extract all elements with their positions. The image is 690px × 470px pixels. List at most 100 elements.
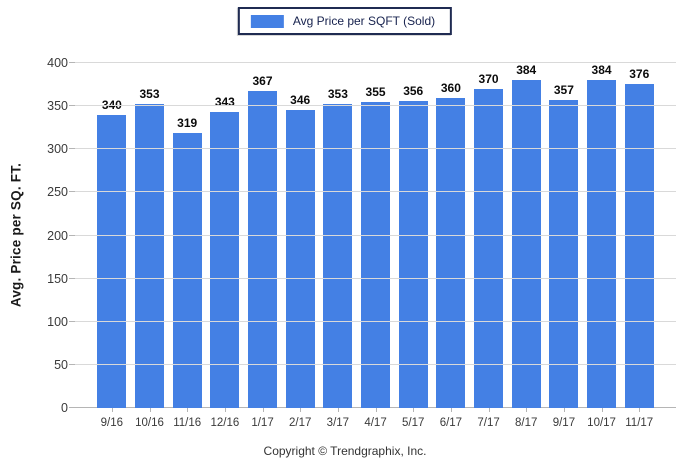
bar — [474, 88, 504, 408]
bar-slot: 357 — [545, 63, 583, 408]
x-tick-mark — [639, 408, 641, 412]
bar-slot: 384 — [583, 63, 621, 408]
bar — [210, 112, 240, 408]
x-tick-label: 12/16 — [206, 408, 244, 429]
x-tick-label: 5/17 — [394, 408, 432, 429]
bar-slot: 356 — [394, 63, 432, 408]
x-tick-mark — [111, 408, 113, 412]
x-tick-mark — [413, 408, 415, 412]
bar-value-label: 355 — [365, 84, 386, 99]
bar-slot: 340 — [93, 63, 131, 408]
copyright-text: Copyright © Trendgraphix, Inc. — [263, 444, 427, 458]
gridline — [75, 62, 676, 63]
bar — [587, 80, 617, 408]
y-tick-mark — [69, 148, 75, 150]
x-tick-label: 10/16 — [131, 408, 169, 429]
x-tick-mark — [450, 408, 452, 412]
y-tick-mark — [69, 234, 75, 236]
bar-value-label: 360 — [440, 80, 461, 95]
y-tick-label: 100 — [47, 314, 68, 329]
y-tick-mark — [69, 277, 75, 279]
bar — [323, 103, 353, 408]
x-tick-mark — [375, 408, 377, 412]
x-tick-mark — [224, 408, 226, 412]
y-tick-label: 150 — [47, 271, 68, 286]
y-tick-label: 0 — [61, 401, 68, 415]
bar-slot: 370 — [470, 63, 508, 408]
x-tick-label: 3/17 — [319, 408, 357, 429]
bar — [97, 114, 127, 408]
x-tick-label: 11/16 — [168, 408, 206, 429]
y-tick-mark — [69, 105, 75, 107]
bar-value-label: 356 — [403, 83, 424, 98]
x-tick-mark — [337, 408, 339, 412]
x-tick-label: 10/17 — [583, 408, 621, 429]
x-tick-label: 2/17 — [281, 408, 319, 429]
bar-value-label: 384 — [591, 63, 612, 77]
y-tick-mark — [69, 191, 75, 193]
bar-slot: 343 — [206, 63, 244, 408]
x-tick-mark — [488, 408, 490, 412]
y-tick-mark — [69, 62, 75, 63]
bar-value-label: 340 — [101, 97, 122, 112]
x-axis-labels: 9/16 10/16 11/16 12/16 1/17 2/17 3/17 4/17 5/17 6… — [75, 408, 676, 429]
y-tick-mark — [69, 407, 75, 408]
y-tick-label: 300 — [47, 142, 68, 157]
x-tick-label: 9/17 — [545, 408, 583, 429]
gridline — [75, 277, 676, 279]
bar-value-label: 346 — [290, 92, 311, 107]
bar — [285, 109, 315, 408]
y-tick-mark — [69, 320, 75, 322]
bar — [436, 97, 466, 408]
x-tick-label: 4/17 — [357, 408, 395, 429]
gridline — [75, 105, 676, 107]
bar — [248, 91, 278, 408]
gridline — [75, 148, 676, 150]
bar-slot: 319 — [168, 63, 206, 408]
bar-slot: 360 — [432, 63, 470, 408]
bar — [624, 83, 654, 408]
y-tick-label: 350 — [47, 99, 68, 114]
bar-value-label: 343 — [214, 95, 235, 110]
y-tick-mark — [69, 363, 75, 365]
bar-value-label: 353 — [327, 86, 348, 101]
x-tick-mark — [262, 408, 264, 412]
x-tick-mark — [526, 408, 528, 412]
bar-slot: 367 — [244, 63, 282, 408]
bar-slot: 346 — [281, 63, 319, 408]
bar-value-label: 384 — [516, 63, 537, 77]
x-axis: 9/16 10/16 11/16 12/16 1/17 2/17 3/17 4/17 5/17 6… — [75, 408, 676, 429]
bar-slot: 384 — [507, 63, 545, 408]
bar — [135, 103, 164, 408]
x-tick-mark — [149, 408, 151, 412]
gridline — [75, 191, 676, 193]
x-tick-label: 8/17 — [507, 408, 545, 429]
bar — [549, 100, 579, 408]
bar-slot: 355 — [357, 63, 395, 408]
y-axis-labels: 0 50 100 150 200 250 300 350 400 — [0, 56, 68, 415]
bar — [398, 100, 428, 408]
x-tick-label: 11/17 — [620, 408, 658, 429]
bar — [172, 132, 202, 408]
bar-slot: 353 — [319, 63, 357, 408]
bar-value-label: 367 — [252, 74, 273, 89]
legend-swatch — [250, 14, 284, 28]
bar-value-label: 319 — [177, 115, 198, 130]
bar — [361, 101, 391, 408]
y-tick-label: 400 — [47, 56, 68, 70]
bar-value-label: 376 — [629, 66, 650, 81]
plot-area: 340 353 319 343 367 346 353 355 356 360 370 384 357 3… — [69, 62, 676, 408]
bar-slot: 376 — [620, 63, 658, 408]
y-tick-label: 250 — [47, 185, 68, 200]
legend: Avg Price per SQFT (Sold) — [237, 7, 453, 35]
bar-value-label: 353 — [139, 86, 160, 101]
gridline — [75, 363, 676, 365]
bar-value-label: 357 — [553, 83, 574, 98]
x-tick-mark — [601, 408, 603, 412]
x-tick-mark — [563, 408, 565, 412]
bar-value-label: 370 — [478, 71, 499, 86]
bar-slot: 353 — [131, 63, 169, 408]
x-tick-label: 9/16 — [93, 408, 131, 429]
x-tick-mark — [187, 408, 189, 412]
gridline — [75, 234, 676, 236]
